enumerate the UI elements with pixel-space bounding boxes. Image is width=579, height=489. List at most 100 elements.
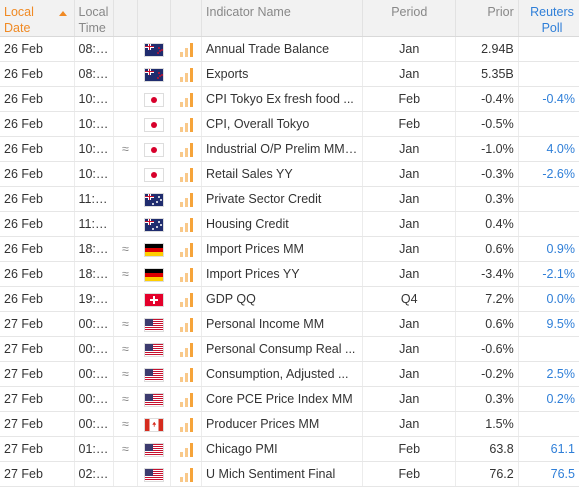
table-row[interactable]: 27 Feb 00:30 ≈ Producer Prices MM Jan 1.5% <box>0 411 579 437</box>
row-reuters-poll: 0.0% <box>518 286 579 312</box>
row-reuters-poll: -0.4% <box>518 86 579 112</box>
country-flag-cell <box>137 436 172 462</box>
row-indicator-name: Personal Income MM <box>201 311 364 337</box>
column-header-local-date[interactable]: Local Date <box>0 0 75 37</box>
us-flag-icon <box>145 443 164 456</box>
volatility-icon <box>113 86 139 112</box>
table-row[interactable]: 27 Feb 00:30 ≈ Personal Income MM Jan 0.6% 9.5… <box>0 311 579 337</box>
volatility-icon: ≈ <box>113 236 139 262</box>
bar-chart-icon[interactable] <box>179 217 194 232</box>
table-row[interactable]: 26 Feb 19:00 GDP QQ Q4 7.2% 0.0% <box>0 286 579 312</box>
column-header-local-time[interactable]: Local Time <box>74 0 114 37</box>
table-row[interactable]: 26 Feb 11:30 Housing Credit Jan 0.4% <box>0 211 579 237</box>
jp-flag-icon <box>145 118 164 131</box>
bar-chart-icon[interactable] <box>179 467 194 482</box>
table-row[interactable]: 27 Feb 01:45 ≈ Chicago PMI Feb 63.8 61.1 <box>0 436 579 462</box>
row-date: 26 Feb <box>0 36 75 62</box>
row-period: Jan <box>362 361 457 387</box>
row-indicator-name: Core PCE Price Index MM <box>201 386 364 412</box>
table-row[interactable]: 26 Feb 08:45 Annual Trade Balance Jan 2.94B <box>0 36 579 62</box>
importance-cell <box>170 61 203 87</box>
row-indicator-name: Annual Trade Balance <box>201 36 364 62</box>
column-header-reuters-poll[interactable]: Reuters Poll <box>518 0 579 37</box>
column-header-importance <box>170 0 203 37</box>
row-prior: -0.4% <box>455 86 519 112</box>
bar-chart-icon[interactable] <box>179 392 194 407</box>
row-reuters-poll: 2.5% <box>518 361 579 387</box>
jp-flag-icon <box>145 143 164 156</box>
column-header-volatility <box>113 0 139 37</box>
row-date: 26 Feb <box>0 136 75 162</box>
country-flag-cell <box>137 136 172 162</box>
bar-chart-icon[interactable] <box>179 417 194 432</box>
row-period: Jan <box>362 236 457 262</box>
table-row[interactable]: 27 Feb 00:30 ≈ Personal Consump Real ... Jan… <box>0 336 579 362</box>
row-period: Jan <box>362 211 457 237</box>
row-reuters-poll: 61.1 <box>518 436 579 462</box>
row-prior: 76.2 <box>455 461 519 487</box>
table-row[interactable]: 26 Feb 18:00 ≈ Import Prices YY Jan -3.4% -2.1… <box>0 261 579 287</box>
volatility-icon: ≈ <box>113 336 139 362</box>
table-row[interactable]: 26 Feb 11:30 Private Sector Credit Jan 0.3% <box>0 186 579 212</box>
row-time: 00:30 <box>74 361 114 387</box>
bar-chart-icon[interactable] <box>179 317 194 332</box>
calendar-rows: 26 Feb 08:45 Annual Trade Balance Jan 2.94B 2… <box>0 36 579 487</box>
us-flag-icon <box>145 468 164 481</box>
column-header-country <box>137 0 172 37</box>
importance-cell <box>170 411 203 437</box>
bar-chart-icon[interactable] <box>179 67 194 82</box>
bar-chart-icon[interactable] <box>179 167 194 182</box>
row-time: 02:00 <box>74 461 114 487</box>
row-reuters-poll: 0.2% <box>518 386 579 412</box>
bar-chart-icon[interactable] <box>179 292 194 307</box>
table-row[interactable]: 26 Feb 10:50 Retail Sales YY Jan -0.3% -2.6% <box>0 161 579 187</box>
bar-chart-icon[interactable] <box>179 342 194 357</box>
table-row[interactable]: 26 Feb 10:30 CPI Tokyo Ex fresh food ... Fe… <box>0 86 579 112</box>
row-prior: -0.2% <box>455 361 519 387</box>
column-header-prior[interactable]: Prior <box>455 0 519 37</box>
bar-chart-icon[interactable] <box>179 142 194 157</box>
row-indicator-name: CPI Tokyo Ex fresh food ... <box>201 86 364 112</box>
volatility-icon: ≈ <box>113 361 139 387</box>
table-row[interactable]: 26 Feb 18:00 ≈ Import Prices MM Jan 0.6% 0.9% <box>0 236 579 262</box>
row-date: 27 Feb <box>0 411 75 437</box>
bar-chart-icon[interactable] <box>179 242 194 257</box>
row-reuters-poll: 76.5 <box>518 461 579 487</box>
bar-chart-icon[interactable] <box>179 367 194 382</box>
importance-cell <box>170 286 203 312</box>
table-row[interactable]: 27 Feb 02:00 U Mich Sentiment Final Feb 76.2… <box>0 461 579 487</box>
table-row[interactable]: 26 Feb 08:45 Exports Jan 5.35B <box>0 61 579 87</box>
row-period: Jan <box>362 311 457 337</box>
row-date: 26 Feb <box>0 261 75 287</box>
row-date: 27 Feb <box>0 461 75 487</box>
row-prior: -0.5% <box>455 111 519 137</box>
column-header-period[interactable]: Period <box>362 0 457 37</box>
row-reuters-poll: 9.5% <box>518 311 579 337</box>
table-row[interactable]: 26 Feb 10:50 ≈ Industrial O/P Prelim MM ...… <box>0 136 579 162</box>
row-time: 19:00 <box>74 286 114 312</box>
country-flag-cell <box>137 211 172 237</box>
bar-chart-icon[interactable] <box>179 42 194 57</box>
table-row[interactable]: 26 Feb 10:30 CPI, Overall Tokyo Feb -0.5% <box>0 111 579 137</box>
importance-cell <box>170 461 203 487</box>
row-prior: 0.6% <box>455 236 519 262</box>
country-flag-cell <box>137 111 172 137</box>
row-date: 26 Feb <box>0 236 75 262</box>
row-date: 27 Feb <box>0 336 75 362</box>
importance-cell <box>170 311 203 337</box>
importance-cell <box>170 86 203 112</box>
bar-chart-icon[interactable] <box>179 192 194 207</box>
country-flag-cell <box>137 161 172 187</box>
importance-cell <box>170 436 203 462</box>
table-row[interactable]: 27 Feb 00:30 ≈ Consumption, Adjusted ... Jan… <box>0 361 579 387</box>
row-indicator-name: Exports <box>201 61 364 87</box>
bar-chart-icon[interactable] <box>179 117 194 132</box>
column-header-indicator-name[interactable]: Indicator Name <box>201 0 364 37</box>
table-row[interactable]: 27 Feb 00:30 ≈ Core PCE Price Index MM Jan 0.… <box>0 386 579 412</box>
bar-chart-icon[interactable] <box>179 267 194 282</box>
row-time: 11:30 <box>74 186 114 212</box>
bar-chart-icon[interactable] <box>179 442 194 457</box>
bar-chart-icon[interactable] <box>179 92 194 107</box>
row-prior: 0.3% <box>455 386 519 412</box>
country-flag-cell <box>137 386 172 412</box>
